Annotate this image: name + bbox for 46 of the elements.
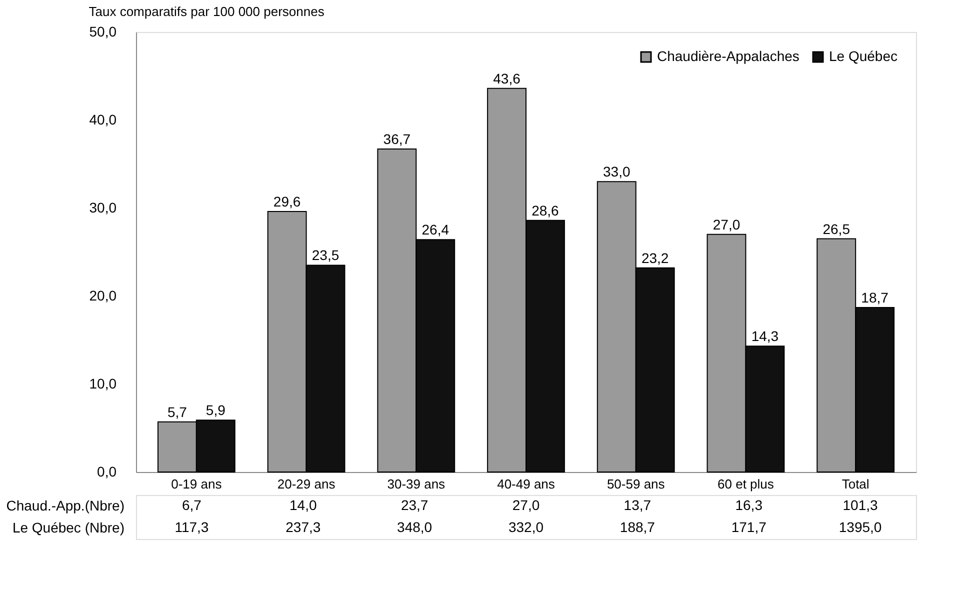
data-label: 33,0 — [603, 164, 630, 180]
y-tick-label: 20,0 — [89, 288, 117, 304]
text: 6,7 — [182, 497, 202, 513]
text: Chaud.-App.(Nbre) — [6, 498, 124, 514]
legend-label: Chaudière-Appalaches — [657, 48, 800, 64]
x-tick-label: 0-19 ans — [171, 476, 222, 492]
text: 117,3 — [174, 519, 209, 535]
data-label: 28,6 — [532, 202, 560, 218]
data-label: 14,3 — [751, 328, 779, 344]
chart-title: Taux comparatifs par 100 000 personnes — [88, 4, 325, 19]
text: 14,0 — [290, 497, 317, 513]
text: 23,7 — [400, 497, 428, 513]
x-tick-label: 20-29 ans — [277, 476, 336, 492]
text: 171,7 — [731, 519, 767, 535]
data-label: 5,7 — [167, 404, 188, 420]
text: 1395,0 — [838, 519, 882, 535]
data-label: 27,0 — [712, 216, 740, 232]
legend-label: Le Québec — [829, 48, 898, 64]
data-label: 26,4 — [422, 222, 450, 238]
data-label: 43,6 — [493, 70, 521, 86]
data-label: 23,2 — [641, 250, 669, 266]
text: 101,3 — [842, 497, 878, 513]
text: 348,0 — [397, 519, 432, 535]
x-tick-label: 60 et plus — [718, 476, 774, 492]
data-label: 5,9 — [206, 402, 226, 418]
y-tick-label: 50,0 — [89, 24, 117, 40]
data-label: 26,5 — [822, 220, 850, 237]
y-tick-label: 10,0 — [89, 376, 117, 392]
text: 332,0 — [508, 519, 544, 535]
data-label: 36,7 — [383, 131, 411, 148]
data-label: 23,5 — [312, 247, 340, 264]
x-tick-label: 30-39 ans — [387, 476, 446, 492]
y-tick-label: 40,0 — [89, 112, 117, 128]
text: Le Québec (Nbre) — [12, 520, 124, 536]
text: 237,3 — [286, 519, 321, 535]
text: 13,7 — [624, 497, 652, 513]
y-tick-label: 30,0 — [89, 200, 117, 216]
data-label: 18,7 — [861, 289, 889, 306]
data-label: 29,6 — [273, 194, 301, 210]
x-tick-label: 50-59 ans — [606, 476, 666, 492]
x-tick-label: Total — [842, 476, 870, 492]
text: 27,0 — [512, 497, 540, 513]
text: 16,3 — [735, 497, 763, 513]
y-tick-label: 0,0 — [97, 464, 117, 480]
text: 188,7 — [620, 519, 656, 535]
x-tick-label: 40-49 ans — [497, 476, 556, 492]
